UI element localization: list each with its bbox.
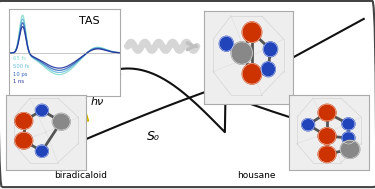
Circle shape bbox=[342, 118, 355, 130]
Text: hν: hν bbox=[91, 97, 104, 107]
FancyArrow shape bbox=[15, 89, 34, 161]
Text: S₁: S₁ bbox=[110, 65, 123, 78]
Text: 65 fs: 65 fs bbox=[13, 56, 26, 61]
Circle shape bbox=[318, 146, 336, 163]
Circle shape bbox=[219, 36, 234, 51]
Circle shape bbox=[36, 145, 48, 157]
Circle shape bbox=[15, 113, 33, 129]
Text: Conical
Intersection: Conical Intersection bbox=[249, 85, 303, 104]
Circle shape bbox=[242, 64, 262, 84]
Circle shape bbox=[36, 104, 48, 116]
Text: housane: housane bbox=[238, 170, 276, 180]
Text: TAS: TAS bbox=[79, 16, 99, 26]
Text: S₀: S₀ bbox=[147, 130, 160, 143]
Circle shape bbox=[263, 42, 278, 57]
Circle shape bbox=[340, 140, 360, 158]
Text: 10 ps: 10 ps bbox=[13, 71, 27, 77]
Text: 1 ns: 1 ns bbox=[13, 79, 24, 84]
Circle shape bbox=[318, 128, 336, 144]
Circle shape bbox=[302, 119, 315, 131]
Circle shape bbox=[15, 132, 33, 149]
Text: biradicaloid: biradicaloid bbox=[54, 170, 107, 180]
Text: 500 fs: 500 fs bbox=[13, 64, 29, 69]
Circle shape bbox=[342, 132, 355, 144]
Polygon shape bbox=[75, 48, 83, 84]
Circle shape bbox=[261, 62, 275, 77]
Circle shape bbox=[231, 42, 252, 64]
Circle shape bbox=[318, 104, 336, 121]
Circle shape bbox=[242, 22, 262, 42]
Polygon shape bbox=[78, 84, 88, 121]
Circle shape bbox=[53, 113, 70, 130]
